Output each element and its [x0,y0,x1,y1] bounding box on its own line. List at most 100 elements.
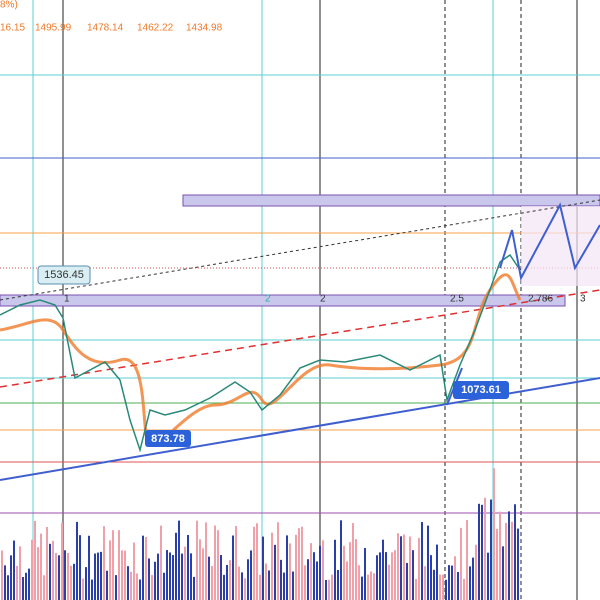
volume-bar [106,570,108,600]
volume-bars [1,468,519,600]
volume-bar [436,544,438,600]
pivot-label: 1073.61 [461,384,501,396]
volume-bar [427,525,429,600]
volume-bar [346,561,348,600]
volume-bar [118,530,120,600]
header-values: 16.15 1495.99 1478.14 1462.22 1434.98 [0,23,223,34]
header-value: 16.15 [0,23,25,34]
volume-bar [493,468,495,600]
volume-bar [112,530,114,600]
level-label: 2 [320,294,326,305]
volume-bar [379,552,381,600]
volume-bar [331,574,333,600]
volume-bar [28,568,30,600]
volume-bar [55,552,57,600]
volume-bar [76,521,78,600]
trend-line [0,289,600,388]
low-label: 873.78 [151,433,185,445]
volume-bar [349,542,351,600]
volume-bar [265,563,267,600]
volume-bar [415,578,417,600]
volume-bar [226,564,228,600]
volume-bar [367,574,369,600]
volume-bar [403,534,405,600]
volume-bar [496,529,498,600]
volume-bar [115,575,117,600]
volume-bar [133,542,135,600]
volume-bar [382,539,384,600]
volume-bar [370,571,372,600]
volume-bar [430,555,432,600]
volume-bar [310,543,312,600]
volume-bar [184,546,186,600]
volume-bar [328,579,330,600]
volume-bar [373,573,375,600]
volume-bar [16,565,18,600]
volume-bar [412,550,414,600]
volume-bar [34,520,36,600]
volume-bar [343,545,345,600]
volume-bar [136,573,138,600]
volume-bar [472,557,474,600]
volume-bar [163,572,165,600]
volume-bar [268,570,270,600]
volume-bar [1,550,3,600]
volume-bar [394,550,396,600]
volume-bar [256,523,258,600]
volume-bar [190,553,192,600]
volume-bar [19,546,21,600]
volume-bar [58,555,60,600]
volume-bar [46,526,48,600]
volume-bar [127,566,129,600]
volume-bar [517,528,519,600]
volume-bar [514,504,516,600]
volume-bar [364,548,366,600]
volume-bar [94,553,96,600]
volume-bar [82,578,84,600]
volume-bar [400,536,402,600]
volume-bar [361,576,363,600]
volume-bar [352,523,354,600]
volume-bar [214,525,216,600]
volume-bar [13,540,15,600]
volume-bar [208,556,210,600]
volume-bar [40,533,42,600]
volume-bar [358,565,360,600]
volume-bar [388,564,390,600]
volume-bar [199,539,201,600]
volume-bar [304,565,306,600]
volume-bar [271,532,273,600]
volume-bar [196,520,198,600]
volume-bar [7,575,9,600]
volume-bar [406,562,408,600]
volume-bar [181,553,183,600]
level-label: 1 [64,294,70,305]
header-value: 1462.22 [137,23,174,34]
volume-bar [442,574,444,600]
volume-bar [421,522,423,600]
volume-bar [463,578,465,600]
volume-bar [88,535,90,600]
volume-bar [448,565,450,600]
volume-bar [232,535,234,600]
projection-zigzag [499,202,600,281]
volume-bar [67,552,69,600]
volume-bar [454,556,456,600]
volume-bar [475,544,477,600]
volume-bar [145,536,147,600]
volume-bar [79,535,81,600]
volume-bar [43,575,45,600]
volume-bar [37,547,39,600]
volume-bar [178,520,180,600]
volume-bar [151,575,153,600]
volume-bar [445,579,447,600]
zone-box [0,294,566,307]
volume-bar [247,559,249,600]
volume-bar [397,533,399,600]
volume-bar [61,522,63,600]
volume-bar [241,572,243,600]
volume-bar [157,553,159,600]
volume-bar [169,552,171,600]
volume-bar [130,571,132,600]
volume-bar [142,535,144,600]
